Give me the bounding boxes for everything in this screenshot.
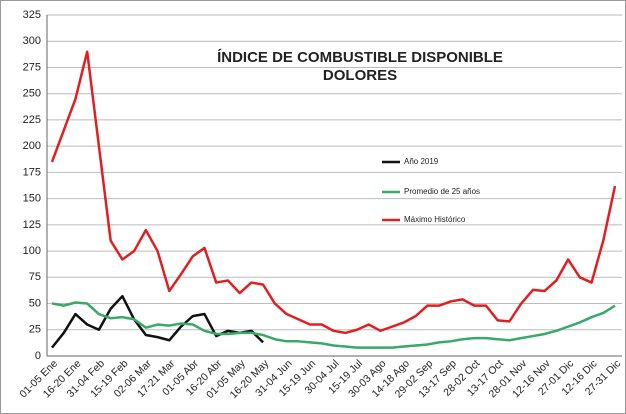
legend-label: Promedio de 25 años xyxy=(404,187,480,196)
series-line xyxy=(51,294,265,349)
y-tick-label: 25 xyxy=(29,324,41,336)
y-tick-label: 325 xyxy=(23,9,41,21)
y-tick-label: 225 xyxy=(23,114,41,126)
series-line xyxy=(50,50,617,335)
chart-title: ÍNDICE DE COMBUSTIBLE DISPONIBLE xyxy=(217,49,503,66)
y-tick-label: 200 xyxy=(23,140,41,152)
y-tick-label: 50 xyxy=(29,297,41,309)
y-tick-label: 175 xyxy=(23,166,41,178)
y-tick-label: 150 xyxy=(23,193,41,205)
y-tick-label: 275 xyxy=(23,61,41,73)
legend-label: Máximo Histórico xyxy=(404,215,466,224)
y-tick-label: 250 xyxy=(23,88,41,100)
y-tick-label: 100 xyxy=(23,245,41,257)
y-tick-label: 300 xyxy=(23,35,41,47)
series-line xyxy=(51,301,616,349)
y-tick-label: 125 xyxy=(23,219,41,231)
legend-label: Año 2019 xyxy=(404,157,439,166)
y-tick-label: 75 xyxy=(29,271,41,283)
chart-title: DOLORES xyxy=(323,67,397,84)
y-tick-label: 0 xyxy=(35,350,41,362)
